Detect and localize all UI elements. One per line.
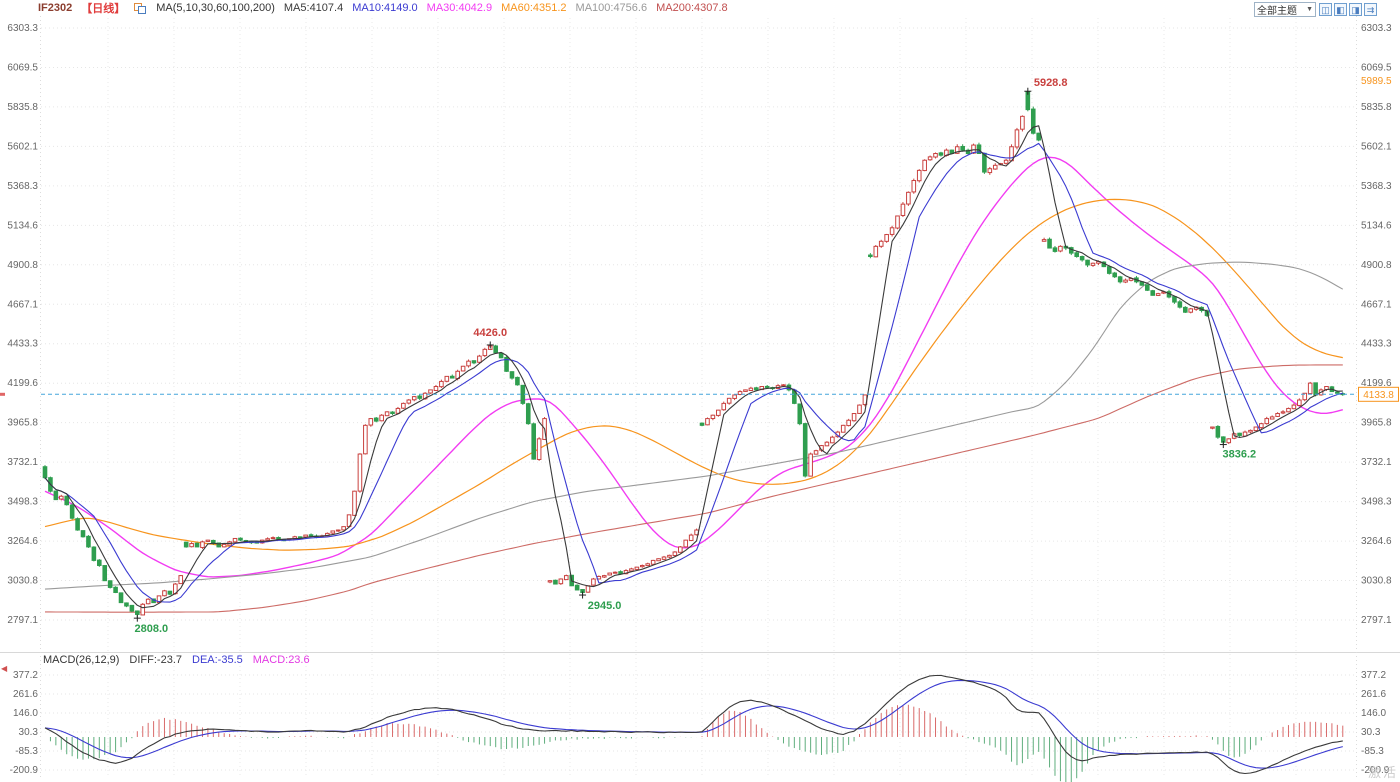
svg-text:5989.5: 5989.5 <box>1361 76 1392 87</box>
svg-text:4900.8: 4900.8 <box>1361 260 1392 271</box>
svg-text:5368.3: 5368.3 <box>7 181 38 192</box>
svg-text:4900.8: 4900.8 <box>7 260 38 271</box>
watermark: 激活 <box>1367 765 1398 780</box>
svg-text:4199.6: 4199.6 <box>1361 378 1392 389</box>
svg-text:3498.3: 3498.3 <box>1361 497 1392 508</box>
svg-text:-85.3: -85.3 <box>1361 746 1384 757</box>
svg-text:5368.3: 5368.3 <box>1361 181 1392 192</box>
candles-layer <box>42 91 1346 619</box>
svg-text:5835.8: 5835.8 <box>1361 102 1392 113</box>
svg-text:377.2: 377.2 <box>13 670 38 681</box>
svg-text:2797.1: 2797.1 <box>1361 615 1392 626</box>
svg-text:6069.5: 6069.5 <box>1361 62 1392 73</box>
svg-text:3264.6: 3264.6 <box>1361 536 1392 547</box>
ma-value: MA200:4307.8 <box>656 2 728 14</box>
collapse-pane-icon[interactable]: ⇉ <box>1364 3 1377 16</box>
symbol-label: IF2302 <box>38 2 73 14</box>
ma-lines-layer <box>44 156 1344 613</box>
svg-text:-200.9: -200.9 <box>1361 765 1390 776</box>
right-pane-icon[interactable]: ◨ <box>1349 3 1362 16</box>
macd-macd-value: MACD:23.6 <box>252 654 310 666</box>
ma-settings-label: MA(5,10,30,60,100,200) <box>156 2 275 14</box>
svg-text:2797.1: 2797.1 <box>7 615 38 626</box>
svg-text:30.3: 30.3 <box>19 727 39 738</box>
svg-text:-200.9: -200.9 <box>10 765 39 776</box>
svg-text:4667.1: 4667.1 <box>1361 299 1392 310</box>
ma-value: MA5:4107.4 <box>283 2 344 14</box>
macd-header: MACD(26,12,9) DIFF:-23.7 DEA:-35.5 MACD:… <box>43 654 310 666</box>
svg-text:146.0: 146.0 <box>13 708 38 719</box>
svg-text:3965.8: 3965.8 <box>7 418 38 429</box>
svg-text:4433.3: 4433.3 <box>7 339 38 350</box>
svg-text:5835.8: 5835.8 <box>7 102 38 113</box>
ma-value: MA10:4149.0 <box>352 2 418 14</box>
panel-collapse-icon[interactable]: ◀ <box>1 664 8 673</box>
svg-text:3030.8: 3030.8 <box>7 576 38 587</box>
theme-dropdown-label: 全部主题 <box>1257 6 1297 17</box>
svg-text:3732.1: 3732.1 <box>1361 457 1392 468</box>
svg-text:3836.2: 3836.2 <box>1222 449 1256 461</box>
svg-text:3264.6: 3264.6 <box>7 536 38 547</box>
svg-text:261.6: 261.6 <box>1361 689 1386 700</box>
toolbar: 全部主题 ▼ ◫ ◧ ◨ ⇉ <box>1254 2 1377 17</box>
svg-text:3965.8: 3965.8 <box>1361 418 1392 429</box>
svg-text:6069.5: 6069.5 <box>7 62 38 73</box>
macd-lines <box>44 674 1343 775</box>
macd-diff-value: DIFF:-23.7 <box>129 654 182 666</box>
svg-text:377.2: 377.2 <box>1361 670 1386 681</box>
chevron-down-icon: ▼ <box>1306 6 1313 13</box>
macd-histogram <box>49 704 1344 782</box>
svg-text:4667.1: 4667.1 <box>7 299 38 310</box>
current-price-tag: 4133.8 <box>1358 386 1399 402</box>
svg-text:5928.8: 5928.8 <box>1034 77 1068 89</box>
svg-text:30.3: 30.3 <box>1361 727 1381 738</box>
fast-ma-layer <box>44 125 1343 609</box>
svg-text:2808.0: 2808.0 <box>134 623 168 635</box>
layout-buttons: ◫ ◧ ◨ ⇉ <box>1319 3 1377 16</box>
ma-value: MA30:4042.9 <box>426 2 493 14</box>
annotations-layer: 5928.8 4426.0 2808.0 2945.0 3836.2 <box>133 77 1256 635</box>
current-price-line <box>0 392 1356 396</box>
svg-text:146.0: 146.0 <box>1361 708 1386 719</box>
svg-text:5134.6: 5134.6 <box>1361 220 1392 231</box>
ma-value: MA100:4756.6 <box>575 2 648 14</box>
svg-text:5602.1: 5602.1 <box>7 141 38 152</box>
ma-value: MA60:4351.2 <box>501 2 567 14</box>
ma-values: MA5:4107.4 MA10:4149.0 MA30:4042.9 MA60:435… <box>284 2 728 14</box>
chart-header: IF2302 【日线】 MA(5,10,30,60,100,200) MA5:4… <box>38 1 728 15</box>
svg-text:4433.3: 4433.3 <box>1361 339 1392 350</box>
svg-text:5134.6: 5134.6 <box>7 220 38 231</box>
svg-text:261.6: 261.6 <box>13 689 38 700</box>
svg-text:4133.8: 4133.8 <box>1363 390 1394 401</box>
svg-text:4199.6: 4199.6 <box>7 378 38 389</box>
split-pane-icon[interactable]: ◫ <box>1319 3 1332 16</box>
svg-text:3498.3: 3498.3 <box>7 497 38 508</box>
macd-dea-value: DEA:-35.5 <box>192 654 243 666</box>
theme-dropdown[interactable]: 全部主题 ▼ <box>1254 2 1316 17</box>
period-label: 【日线】 <box>81 3 126 15</box>
svg-text:6303.3: 6303.3 <box>1361 23 1392 34</box>
svg-text:3732.1: 3732.1 <box>7 457 38 468</box>
svg-text:3030.8: 3030.8 <box>1361 576 1392 587</box>
left-pane-icon[interactable]: ◧ <box>1334 3 1347 16</box>
svg-text:6303.3: 6303.3 <box>7 23 38 34</box>
macd-title: MACD(26,12,9) <box>43 654 120 666</box>
svg-text:2945.0: 2945.0 <box>588 600 622 612</box>
svg-text:-85.3: -85.3 <box>15 746 38 757</box>
svg-text:5602.1: 5602.1 <box>1361 141 1392 152</box>
indicator-settings-icon[interactable] <box>134 2 147 14</box>
grid-layer <box>0 16 1400 780</box>
price-axis-labels: 6303.3 6303.3 6069.5 6069.5 5835.8 5835.8 5602… <box>7 23 1392 776</box>
svg-text:4426.0: 4426.0 <box>473 327 507 339</box>
